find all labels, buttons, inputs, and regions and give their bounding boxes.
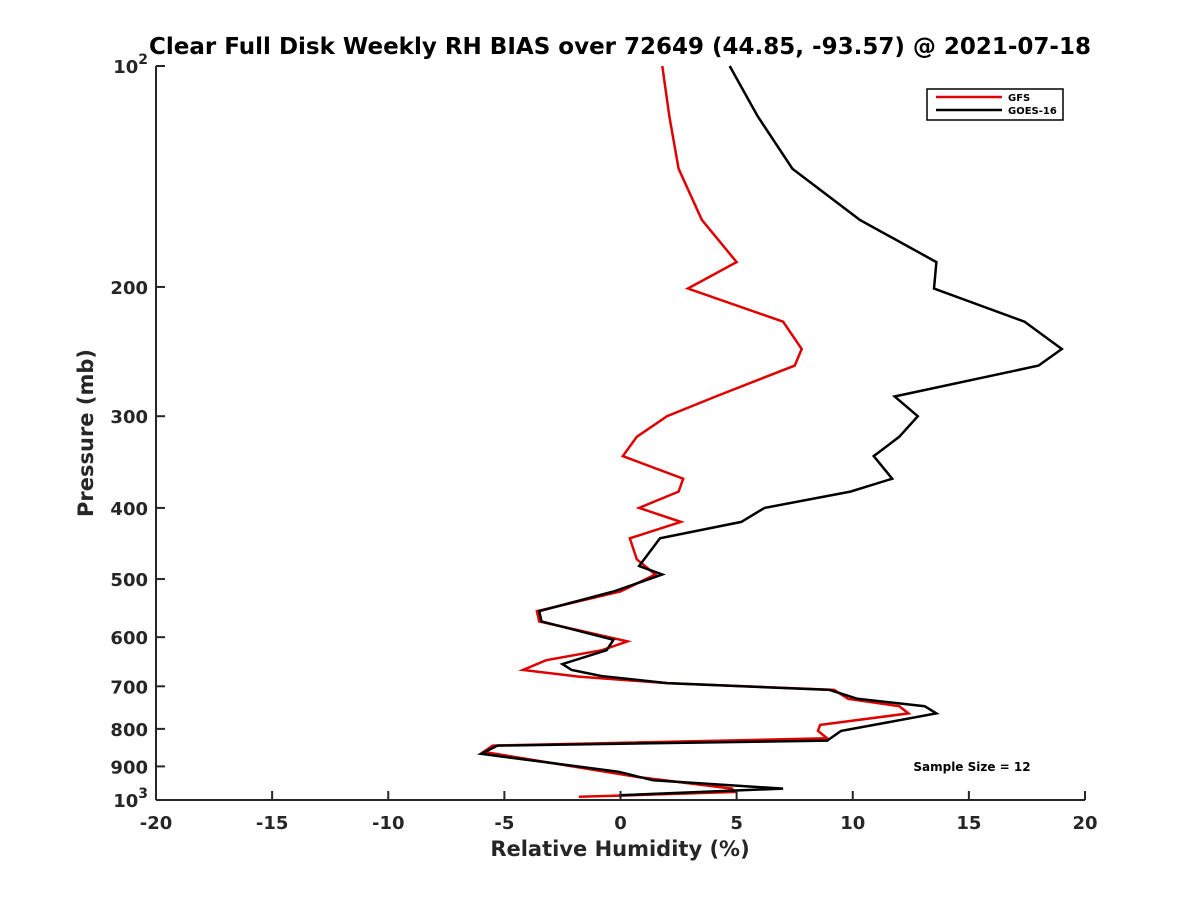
y-tick-label: 600 <box>110 628 148 649</box>
x-tick-label: 15 <box>956 813 981 834</box>
y-tick-label: 900 <box>110 757 148 778</box>
x-tick-label: -10 <box>372 813 405 834</box>
y-tick-label: 500 <box>110 570 148 591</box>
chart-title: Clear Full Disk Weekly RH BIAS over 7264… <box>149 34 1091 60</box>
y-tick-label: 800 <box>110 720 148 741</box>
y-tick-label: 102 <box>113 52 148 78</box>
y-tick-exponent: 2 <box>138 52 148 68</box>
y-tick-label: 700 <box>110 677 148 698</box>
series-line-goes16 <box>476 65 1064 797</box>
x-tick-label: -5 <box>494 813 514 834</box>
y-tick-base: 10 <box>113 791 138 812</box>
sample-size-annotation: Sample Size = 12 <box>913 760 1030 774</box>
series-line-gfs <box>480 65 912 799</box>
legend-label-goes16: GOES-16 <box>1008 106 1057 117</box>
y-tick-exponent: 3 <box>138 786 148 802</box>
y-tick-base: 10 <box>113 57 138 78</box>
x-tick-label: -15 <box>256 813 289 834</box>
x-axis-label: Relative Humidity (%) <box>490 837 749 861</box>
series-layer <box>476 65 1064 799</box>
x-tick-label: 0 <box>614 813 627 834</box>
legend: GFS GOES-16 <box>926 88 1064 121</box>
y-tick-label: 103 <box>113 786 148 812</box>
x-tick-label: 5 <box>730 813 743 834</box>
y-axis-label: Pressure (mb) <box>74 349 98 517</box>
x-tick-label: 20 <box>1072 813 1097 834</box>
x-tick-label: -20 <box>140 813 173 834</box>
y-tick-label: 300 <box>110 407 148 428</box>
y-tick-label: 400 <box>110 499 148 520</box>
legend-label-gfs: GFS <box>1008 93 1030 104</box>
legend-box <box>926 88 1064 121</box>
y-tick-label: 200 <box>110 278 148 299</box>
x-tick-label: 10 <box>840 813 865 834</box>
x-ticks: -20 -15 -10 -5 0 5 10 15 20 <box>140 791 1098 834</box>
